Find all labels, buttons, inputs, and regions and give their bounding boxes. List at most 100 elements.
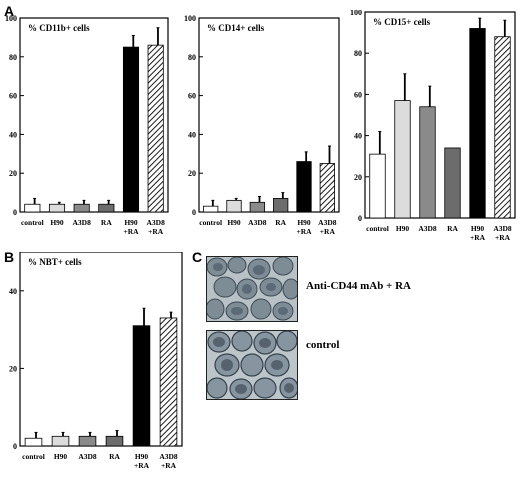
chart-title: % NBT+ cells [28,257,82,267]
x-tick-label: RA [101,218,112,227]
y-tick-label: 100 [5,14,17,23]
x-tick-label: H90 [50,218,64,227]
bar-h90 [226,199,242,213]
x-tick-label: H90 [227,218,241,227]
y-tick-label: 60 [354,90,362,99]
y-tick-label: 20 [354,173,362,182]
y-tick-label: 40 [354,132,362,141]
x-tick-label: +RA [296,227,312,236]
y-tick-label: 60 [9,92,17,101]
x-tick-label: control [22,452,45,461]
bar-a3d8-plus-ra [319,163,335,213]
bar-h90 [48,203,66,213]
x-tick-label: A3D8 [318,218,337,227]
x-tick-label: H90 [471,224,485,233]
bar-control [203,205,219,213]
chart-title: % CD11b+ cells [28,23,90,33]
x-tick-label: control [366,224,389,233]
x-tick-label: H90 [135,452,149,461]
x-tick-label: +RA [134,461,150,470]
y-tick-label: 80 [9,53,17,62]
bar-h90-plus-ra [122,46,140,213]
chart-svg: 0 20 40 60 80 100 % CD15+ cells control H90 A3D8 R… [350,8,516,242]
y-tick-label: 0 [13,208,17,217]
x-tick-label: H90 [124,218,138,227]
chart-svg: 0 20 40 60 80 100 % CD11b+ cells control H90 A3D8… [5,14,169,236]
chart-svg: 0 20 40 60 80 100 % CD14+ cells control H90 A3D8 R… [184,14,340,236]
x-tick-label: A3D8 [248,218,267,227]
bar-h90-plus-ra [132,325,151,447]
y-tick-label: 0 [13,442,17,451]
bar-ra [444,147,461,219]
bar-ra [273,198,289,213]
x-tick-label: A3D8 [78,452,97,461]
panel-letter-b: B [4,249,15,265]
bar-ra [105,435,124,447]
bar-a3d8-plus-ra [147,44,164,213]
bar-a3d8 [73,203,90,213]
x-tick-label: H90 [396,224,410,233]
bar-a3d8 [249,201,265,213]
bar-h90 [51,435,70,447]
bar-h90 [394,100,411,219]
y-tick-label: 40 [9,287,17,296]
x-tick-label: +RA [148,227,164,236]
bar-a3d8-plus-ra [159,317,178,447]
plot-frame [19,251,183,447]
micrograph-label-control: control [306,339,340,351]
micrograph-label-anti-cd44: Anti-CD44 mAb + RA [306,280,411,292]
y-tick-label: 100 [350,10,362,17]
cell-image-control [207,331,297,399]
chart-title: % CD15+ cells [373,17,431,27]
x-tick-label: +RA [320,227,336,236]
y-tick-label: 80 [354,49,362,58]
bar-h90-plus-ra [296,161,312,213]
bar-h90-plus-ra [469,28,486,219]
x-tick-label: A3D8 [72,218,91,227]
plot-frame [364,11,516,219]
y-tick-label: 20 [188,169,196,178]
x-tick-label: A3D8 [159,452,178,461]
micrograph-control [206,330,298,400]
x-tick-label: A3D8 [418,224,437,233]
x-tick-label: control [199,218,222,227]
y-tick-label: 40 [188,130,196,139]
bar-control [24,203,41,213]
x-tick-label: +RA [470,233,486,242]
y-tick-label: 100 [184,14,196,23]
cd15-chart: 0 20 40 60 80 100 % CD15+ cells control H90 A3D8 R… [343,8,520,255]
panel-letter-c: C [192,249,203,265]
x-tick-label: H90 [297,218,311,227]
plot-frame [19,17,169,213]
y-tick-label: 0 [192,208,196,217]
cd14-chart: 0 20 40 60 80 100 % CD14+ cells control H90 A3D8 R… [176,10,344,249]
y-tick-label: 60 [188,92,196,101]
x-tick-label: +RA [495,233,511,242]
x-tick-label: +RA [123,227,139,236]
bar-a3d8 [419,106,436,219]
x-tick-label: A3D8 [146,218,165,227]
x-tick-label: A3D8 [493,224,512,233]
bar-control [24,437,43,447]
chart-title: % CD14+ cells [207,23,265,33]
x-tick-label: H90 [54,452,68,461]
bar-a3d8 [78,435,97,447]
x-tick-label: control [21,218,44,227]
panel-letter-a: A [4,3,15,19]
y-tick-label: 40 [9,130,17,139]
bar-a3d8-plus-ra [494,36,511,219]
cell-image-anti-cd44 [207,257,297,321]
y-tick-label: 20 [9,169,17,178]
micrograph-anti-cd44 [206,256,298,322]
cd11b-chart: 0 20 40 60 80 100 % CD11b+ cells control H90 A3D8… [0,10,176,249]
x-tick-label: RA [109,452,120,461]
plot-frame [198,17,340,213]
y-tick-label: 20 [9,364,17,373]
bar-control [369,153,386,219]
y-tick-label: 0 [358,214,362,223]
y-tick-label: 80 [188,53,196,62]
x-tick-label: +RA [161,461,177,470]
x-tick-label: RA [275,218,286,227]
x-tick-label: RA [447,224,458,233]
